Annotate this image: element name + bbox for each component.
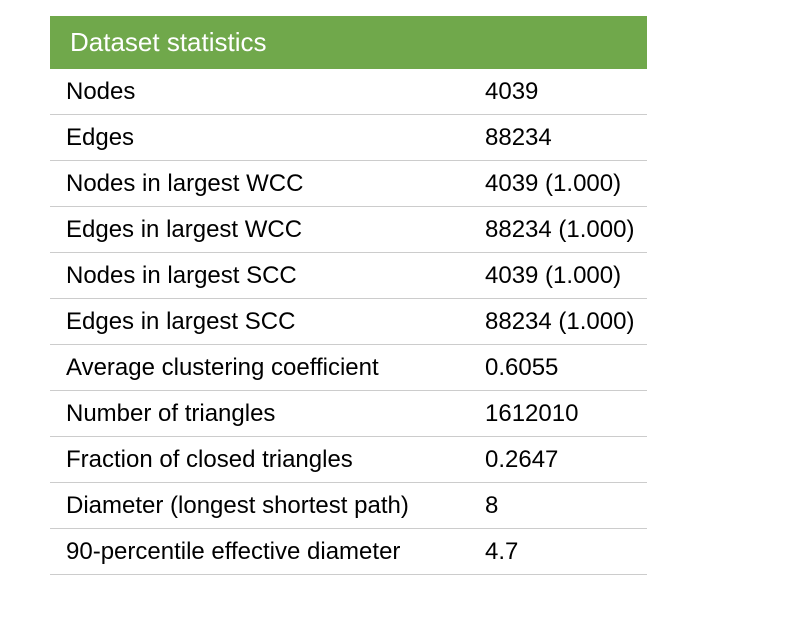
table-row: Edges in largest SCC 88234 (1.000) [50,298,647,345]
table-row: 90-percentile effective diameter 4.7 [50,528,647,575]
row-label: Edges [50,114,469,161]
table-row: Edges in largest WCC 88234 (1.000) [50,206,647,253]
row-value: 4.7 [469,528,647,575]
row-label: Edges in largest WCC [50,206,469,253]
row-label: Diameter (longest shortest path) [50,482,469,529]
row-label: Nodes in largest SCC [50,252,469,299]
row-label: 90-percentile effective diameter [50,528,469,575]
table-row: Diameter (longest shortest path) 8 [50,482,647,529]
table-row: Average clustering coefficient 0.6055 [50,344,647,391]
row-value: 8 [469,482,647,529]
table-row: Nodes 4039 [50,69,647,115]
row-label: Number of triangles [50,390,469,437]
row-value: 0.2647 [469,436,647,483]
row-label: Nodes in largest WCC [50,160,469,207]
dataset-statistics-table: Dataset statistics Nodes 4039 Edges 88234 No… [50,16,647,575]
row-value: 1612010 [469,390,647,437]
row-value: 4039 (1.000) [469,252,647,299]
row-label: Fraction of closed triangles [50,436,469,483]
row-value: 4039 [469,69,647,115]
table-body: Nodes 4039 Edges 88234 Nodes in largest WCC 4… [50,69,647,575]
row-value: 88234 [469,114,647,161]
row-label: Nodes [50,69,469,115]
table-header: Dataset statistics [50,16,647,69]
row-label: Edges in largest SCC [50,298,469,345]
row-value: 0.6055 [469,344,647,391]
table-row: Number of triangles 1612010 [50,390,647,437]
row-value: 4039 (1.000) [469,160,647,207]
table-header-row: Dataset statistics [50,16,647,69]
row-label: Average clustering coefficient [50,344,469,391]
table-row: Nodes in largest WCC 4039 (1.000) [50,160,647,207]
row-value: 88234 (1.000) [469,298,647,345]
table-row: Fraction of closed triangles 0.2647 [50,436,647,483]
table-row: Edges 88234 [50,114,647,161]
row-value: 88234 (1.000) [469,206,647,253]
table-row: Nodes in largest SCC 4039 (1.000) [50,252,647,299]
